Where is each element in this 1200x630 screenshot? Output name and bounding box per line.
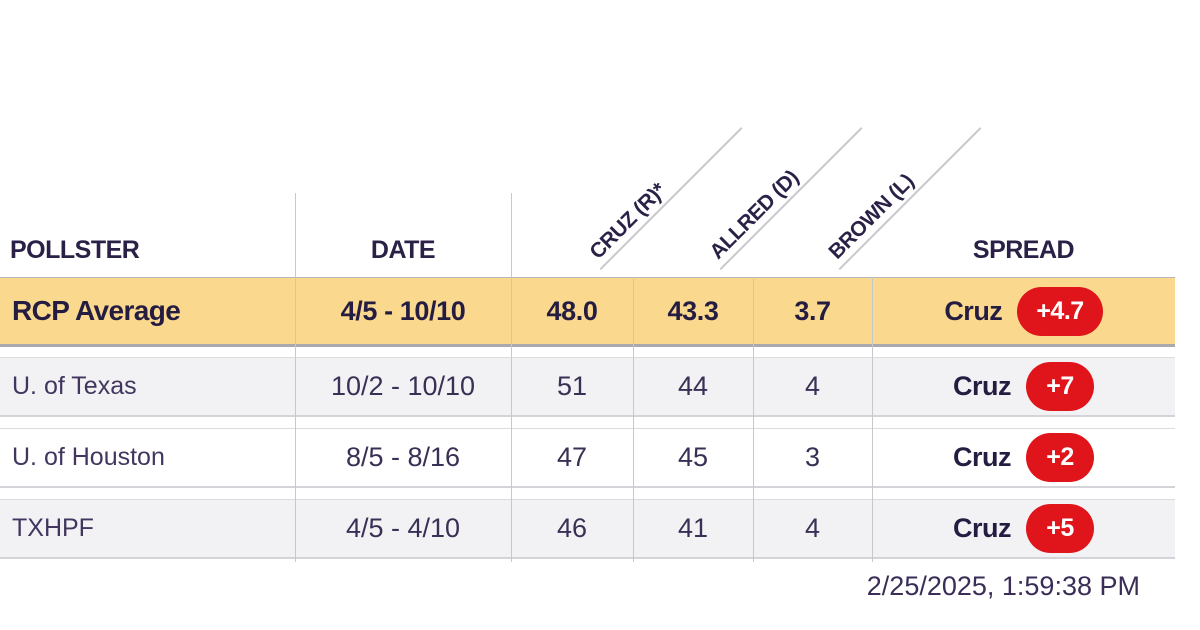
spread-leader: Cruz — [953, 371, 1012, 401]
date-cell: 4/5 - 10/10 — [340, 295, 466, 326]
cruz-value-cell: 48.0 — [546, 295, 598, 326]
divider-pollster-date — [295, 193, 296, 562]
spread-leader: Cruz — [944, 295, 1003, 326]
column-header-pollster: POLLSTER — [10, 236, 140, 264]
date-cell: 10/2 - 10/10 — [330, 371, 476, 401]
spread-cell: Cruz +5 — [872, 504, 1175, 553]
spread-cell: Cruz +2 — [872, 433, 1175, 482]
table-row-u-of-texas: U. of Texas 10/2 - 10/10 51 44 4 Cruz +7 — [0, 357, 1175, 417]
table-row-u-of-houston: U. of Houston 8/5 - 8/16 47 45 3 Cruz +2 — [0, 428, 1175, 488]
cruz-value-cell: 46 — [556, 513, 588, 543]
spread-cell: Cruz +4.7 — [872, 286, 1175, 336]
divider-allred-brown — [753, 277, 754, 562]
allred-value-cell: 41 — [677, 513, 709, 543]
divider-date-cruz — [511, 193, 512, 562]
cruz-value-cell: 47 — [556, 442, 588, 472]
spread-leader: Cruz — [953, 442, 1012, 472]
spread-margin-badge: +7 — [1026, 362, 1094, 411]
column-header-date: DATE — [370, 236, 436, 264]
pollster-cell: RCP Average — [12, 295, 181, 326]
spread-margin-badge: +4.7 — [1017, 286, 1103, 336]
divider-brown-spread — [872, 277, 873, 562]
divider-cruz-allred — [633, 277, 634, 562]
table-row-txhpf: TXHPF 4/5 - 4/10 46 41 4 Cruz +5 — [0, 499, 1175, 559]
brown-value-cell: 4 — [804, 371, 821, 401]
date-cell: 8/5 - 8/16 — [345, 442, 461, 472]
pollster-cell: TXHPF — [12, 514, 94, 542]
pollster-cell: U. of Texas — [12, 372, 137, 400]
date-cell: 4/5 - 4/10 — [345, 513, 461, 543]
spread-leader: Cruz — [953, 513, 1012, 543]
allred-value-cell: 43.3 — [667, 295, 719, 326]
cruz-value-cell: 51 — [556, 371, 588, 401]
brown-value-cell: 3.7 — [794, 295, 831, 326]
table-row-rcp-average: RCP Average 4/5 - 10/10 48.0 43.3 3.7 Cr… — [0, 277, 1175, 347]
column-header-spread: SPREAD — [972, 236, 1075, 264]
timestamp: 2/25/2025, 1:59:38 PM — [866, 571, 1140, 601]
allred-value-cell: 45 — [677, 442, 709, 472]
allred-value-cell: 44 — [677, 371, 709, 401]
spread-cell: Cruz +7 — [872, 362, 1175, 411]
spread-margin-badge: +5 — [1026, 504, 1094, 553]
pollster-cell: U. of Houston — [12, 443, 165, 471]
brown-value-cell: 4 — [804, 513, 821, 543]
brown-value-cell: 3 — [804, 442, 821, 472]
spread-margin-badge: +2 — [1026, 433, 1094, 482]
